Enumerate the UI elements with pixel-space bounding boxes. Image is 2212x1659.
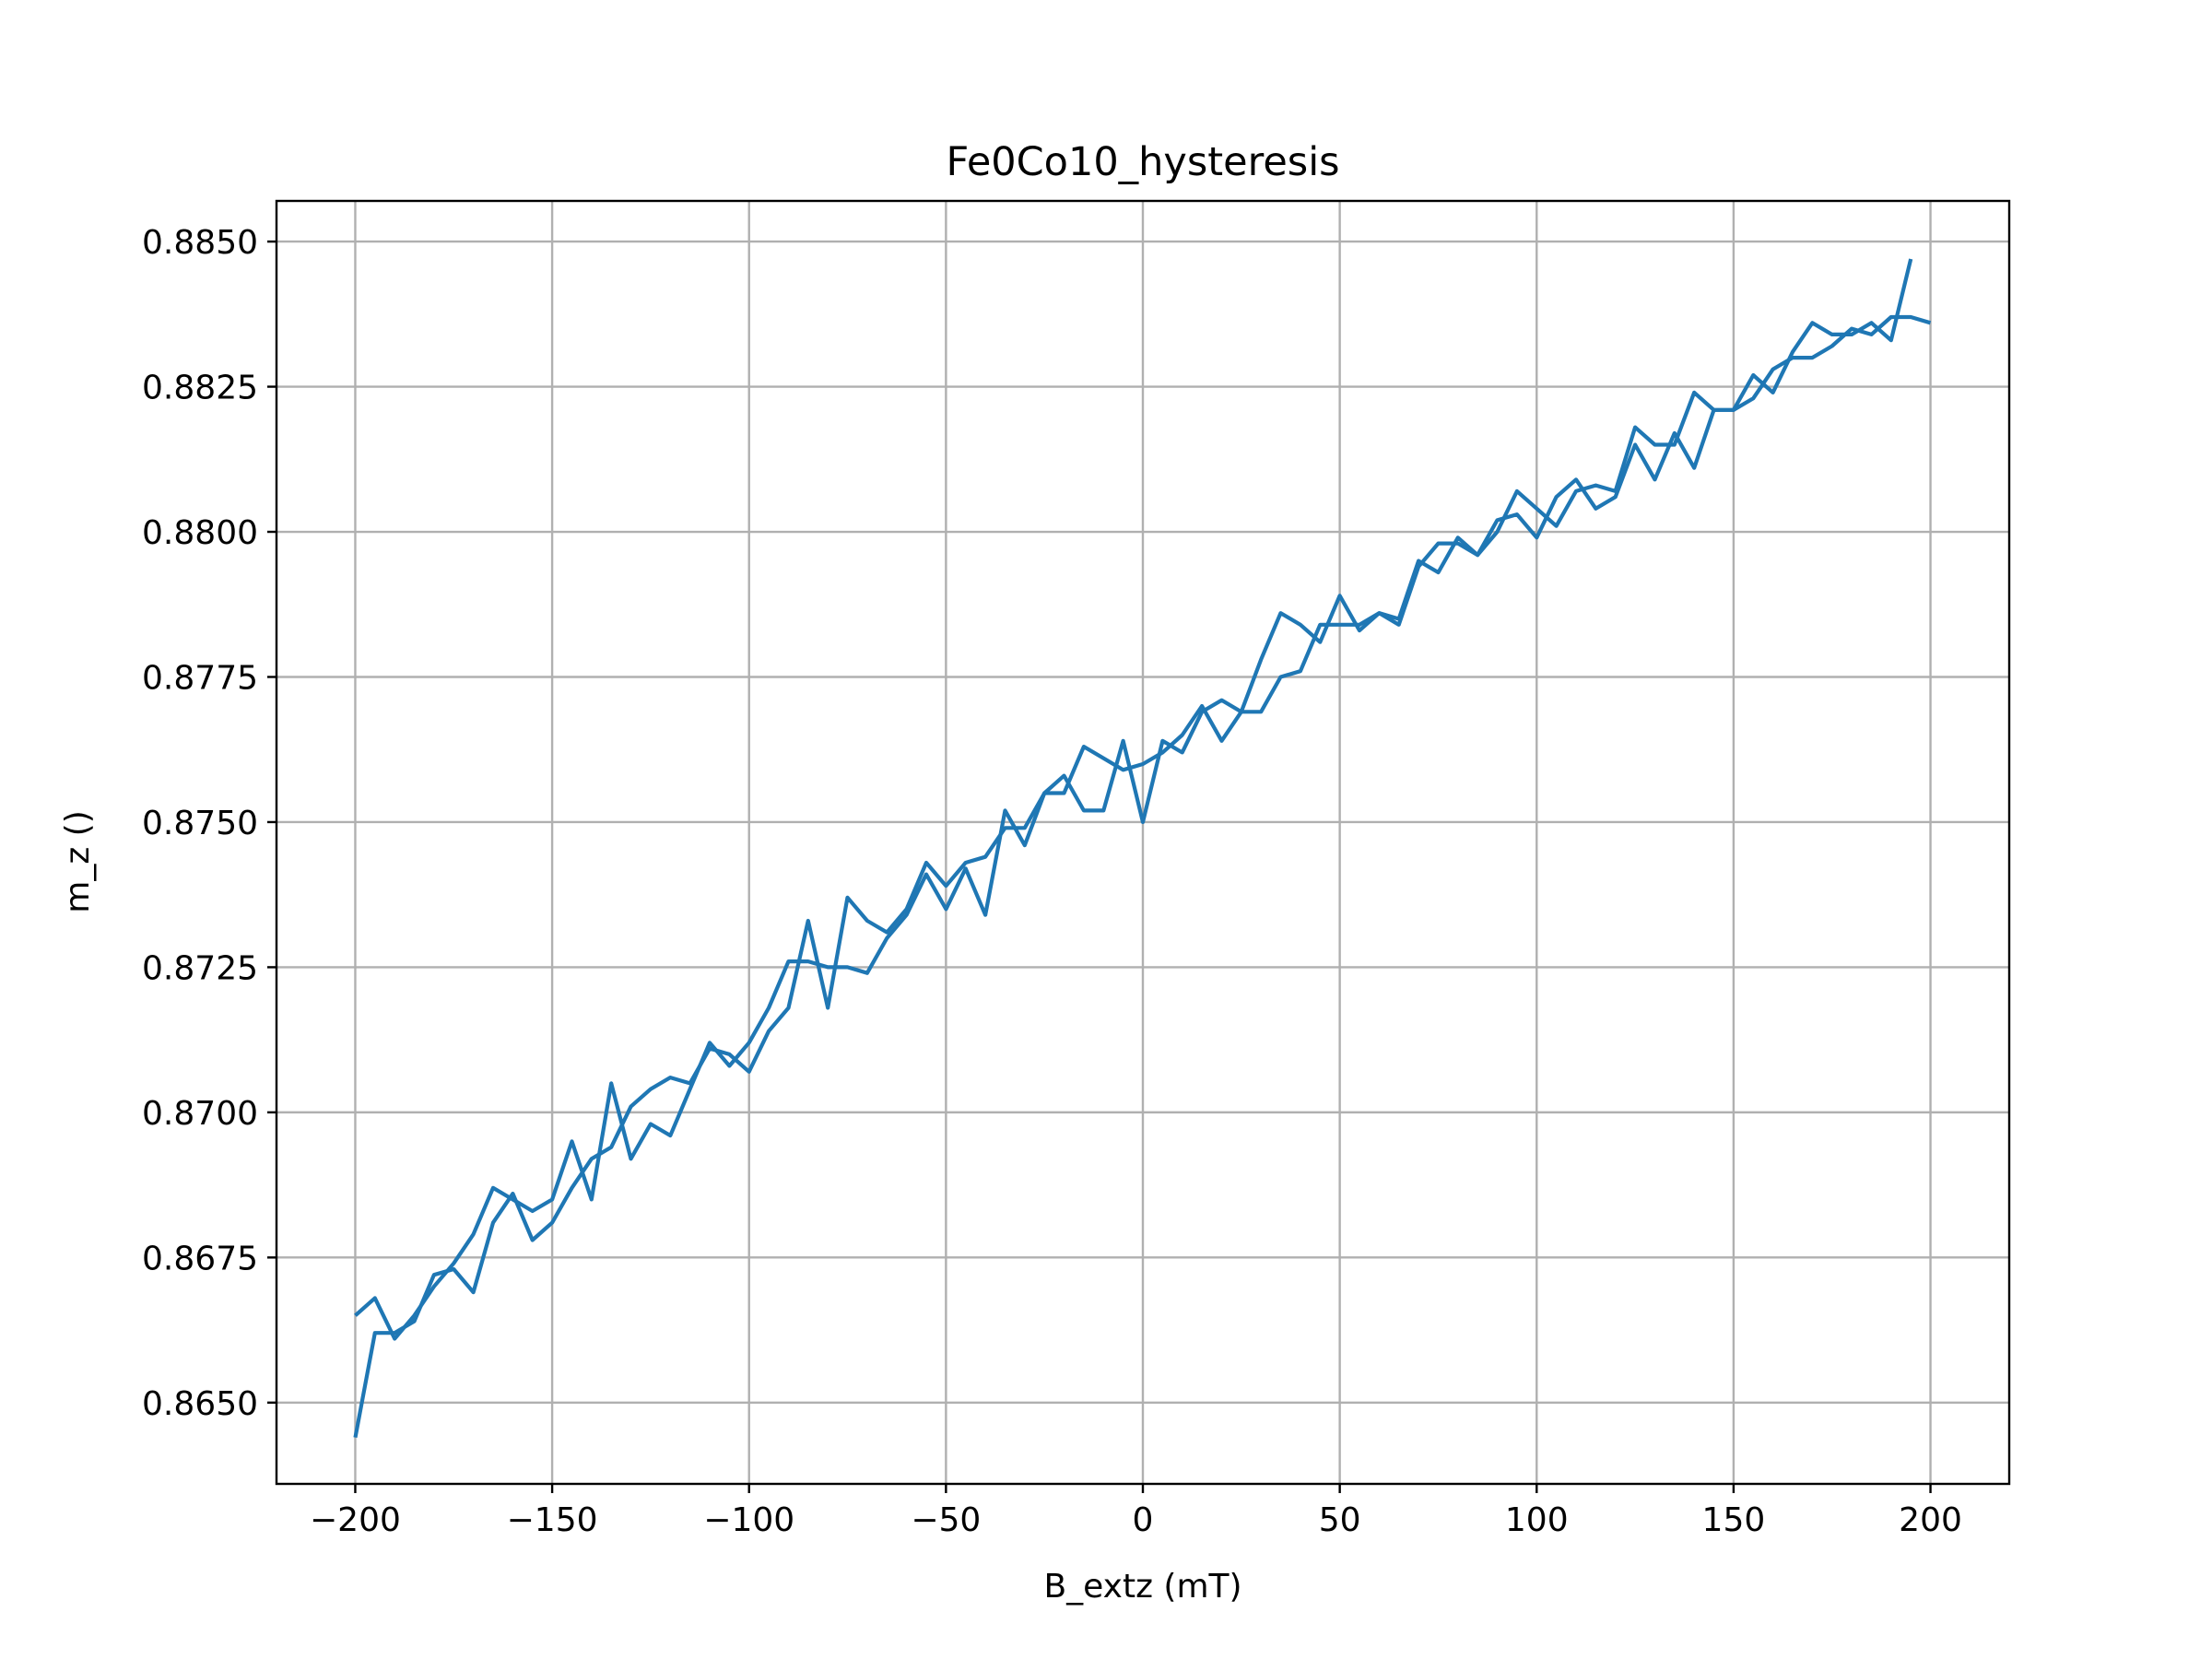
- x-axis: −200 −150 −100 −50 0 50 100 150 200: [310, 1484, 1962, 1539]
- x-tick-label: −150: [507, 1501, 598, 1539]
- y-tick-label: 0.8650: [142, 1385, 258, 1423]
- y-tick-label: 0.8850: [142, 224, 258, 262]
- chart-title: Fe0Co10_hysteresis: [946, 139, 1339, 185]
- y-tick-label: 0.8750: [142, 805, 258, 842]
- data-lines: [353, 258, 1932, 1438]
- x-tick-label: 100: [1505, 1501, 1569, 1539]
- y-tick-label: 0.8825: [142, 370, 258, 407]
- x-tick-label: 50: [1319, 1501, 1361, 1539]
- x-tick-label: 150: [1702, 1501, 1766, 1539]
- y-tick-label: 0.8725: [142, 949, 258, 987]
- x-tick-label: 200: [1899, 1501, 1962, 1539]
- x-tick-label: −50: [911, 1501, 981, 1539]
- y-axis: 0.8650 0.8675 0.8700 0.8725 0.8750 0.8775 0.88…: [142, 224, 276, 1423]
- y-tick-label: 0.8675: [142, 1240, 258, 1277]
- y-tick-label: 0.8700: [142, 1095, 258, 1133]
- x-tick-label: 0: [1133, 1501, 1154, 1539]
- x-tick-label: −200: [310, 1501, 401, 1539]
- x-axis-label: B_extz (mT): [1043, 1568, 1241, 1606]
- y-tick-label: 0.8800: [142, 514, 258, 552]
- y-axis-label: m_z (): [59, 810, 97, 913]
- y-tick-label: 0.8775: [142, 659, 258, 697]
- series-line-1: [353, 314, 1932, 1438]
- series-line-2: [354, 258, 1913, 1341]
- x-tick-label: −100: [703, 1501, 794, 1539]
